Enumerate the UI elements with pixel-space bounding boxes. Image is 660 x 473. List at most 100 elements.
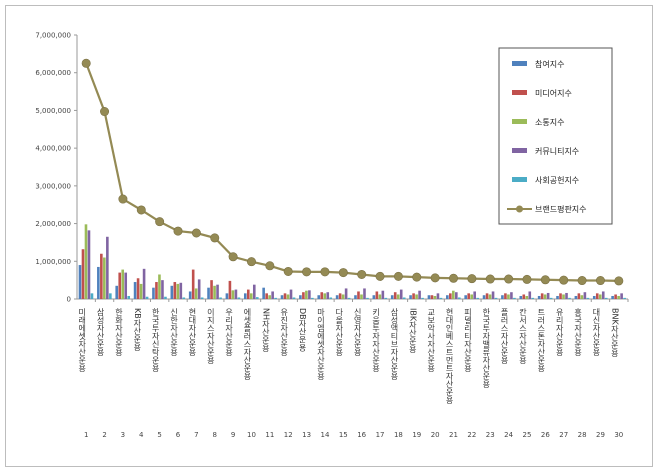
- bar: [427, 295, 431, 299]
- bar: [418, 290, 421, 299]
- bar: [200, 297, 204, 299]
- rank-label: 22: [467, 431, 476, 439]
- bar: [439, 297, 443, 299]
- legend-swatch: [512, 90, 527, 95]
- bar: [265, 293, 268, 299]
- legend-label: 소통지수: [535, 118, 564, 127]
- line-point: [393, 271, 403, 281]
- bar: [601, 291, 605, 299]
- y-tick-label: 0: [67, 296, 71, 304]
- bar: [335, 295, 339, 299]
- bar: [152, 287, 155, 299]
- bar: [274, 297, 277, 299]
- bar: [366, 297, 369, 299]
- rank-label: 24: [504, 431, 513, 439]
- bar: [494, 297, 498, 299]
- bar: [124, 272, 128, 299]
- line-point: [559, 275, 569, 285]
- rank-label: 15: [339, 431, 348, 439]
- bar: [546, 292, 550, 299]
- bar: [103, 257, 106, 299]
- bar: [415, 294, 418, 299]
- bar: [412, 293, 415, 299]
- bar: [317, 295, 321, 299]
- bar: [115, 285, 119, 299]
- bar: [543, 294, 547, 299]
- bar: [574, 295, 578, 299]
- y-tick-label: 5,000,000: [35, 107, 71, 115]
- bar: [586, 297, 590, 299]
- bar: [90, 293, 94, 299]
- bar: [354, 295, 357, 299]
- bar: [559, 293, 562, 299]
- bar: [507, 294, 510, 299]
- rank-label: 8: [213, 431, 217, 439]
- bar: [252, 284, 256, 299]
- bar: [458, 297, 461, 299]
- bar: [464, 295, 467, 299]
- rank-label: 30: [614, 431, 623, 439]
- bar: [133, 282, 137, 299]
- bar: [436, 293, 440, 299]
- bar: [562, 294, 565, 299]
- bar: [283, 293, 287, 299]
- category-label: 한화자산운용: [114, 308, 123, 356]
- bar: [81, 249, 85, 299]
- bar: [604, 297, 608, 299]
- bar: [485, 293, 489, 299]
- bar: [136, 278, 140, 299]
- bar: [537, 295, 541, 299]
- category-label: 플러스자산운용: [500, 308, 509, 364]
- bar: [595, 293, 599, 299]
- legend-label: 참여지수: [535, 59, 564, 69]
- bar: [97, 266, 100, 299]
- rank-label: 23: [486, 431, 495, 439]
- category-label: 이지스자산운용: [206, 307, 215, 364]
- rank-label: 19: [412, 431, 421, 439]
- bar: [510, 292, 513, 299]
- rank-label: 6: [176, 431, 181, 439]
- bar: [467, 293, 470, 299]
- line-point: [283, 266, 293, 276]
- bar: [360, 294, 363, 299]
- category-label: 신영자산운용: [353, 308, 362, 356]
- bar: [213, 285, 216, 299]
- line-point: [100, 107, 110, 117]
- y-tick-label: 2,000,000: [35, 220, 71, 228]
- bar: [378, 294, 382, 299]
- bar: [363, 288, 366, 299]
- bar: [145, 296, 149, 299]
- line-point: [338, 268, 348, 278]
- category-label: KB자산운용: [132, 308, 141, 351]
- bar: [164, 296, 167, 299]
- bar: [188, 291, 192, 299]
- legend-label: 미디어지수: [535, 88, 572, 98]
- line-point: [81, 58, 91, 68]
- line-point: [155, 217, 165, 227]
- line-point: [540, 275, 550, 285]
- line-point: [412, 272, 422, 282]
- bar: [139, 283, 143, 299]
- category-label: 유진자산운용: [279, 308, 288, 356]
- bar: [568, 297, 571, 299]
- category-label: 키움투자자산운용: [371, 308, 380, 372]
- rank-label: 25: [523, 431, 532, 439]
- category-label: BNK자산운용: [610, 308, 619, 357]
- bar: [299, 295, 302, 299]
- legend-label: 브랜드평판지수: [535, 204, 587, 214]
- bar: [305, 290, 308, 299]
- rank-label: 7: [194, 431, 198, 439]
- rank-label: 9: [231, 431, 235, 439]
- category-label: 대신자산운용: [592, 308, 601, 356]
- category-label: 삼성액티브자산운용: [390, 307, 399, 380]
- category-label: 칸서스자산운용: [518, 307, 527, 364]
- line-point: [614, 276, 624, 286]
- bar: [556, 295, 559, 299]
- bar: [100, 253, 103, 299]
- bar: [577, 293, 581, 299]
- bar: [384, 297, 388, 299]
- line-point: [577, 276, 587, 286]
- bar: [326, 292, 330, 299]
- category-label: 현대자산운용: [188, 308, 197, 356]
